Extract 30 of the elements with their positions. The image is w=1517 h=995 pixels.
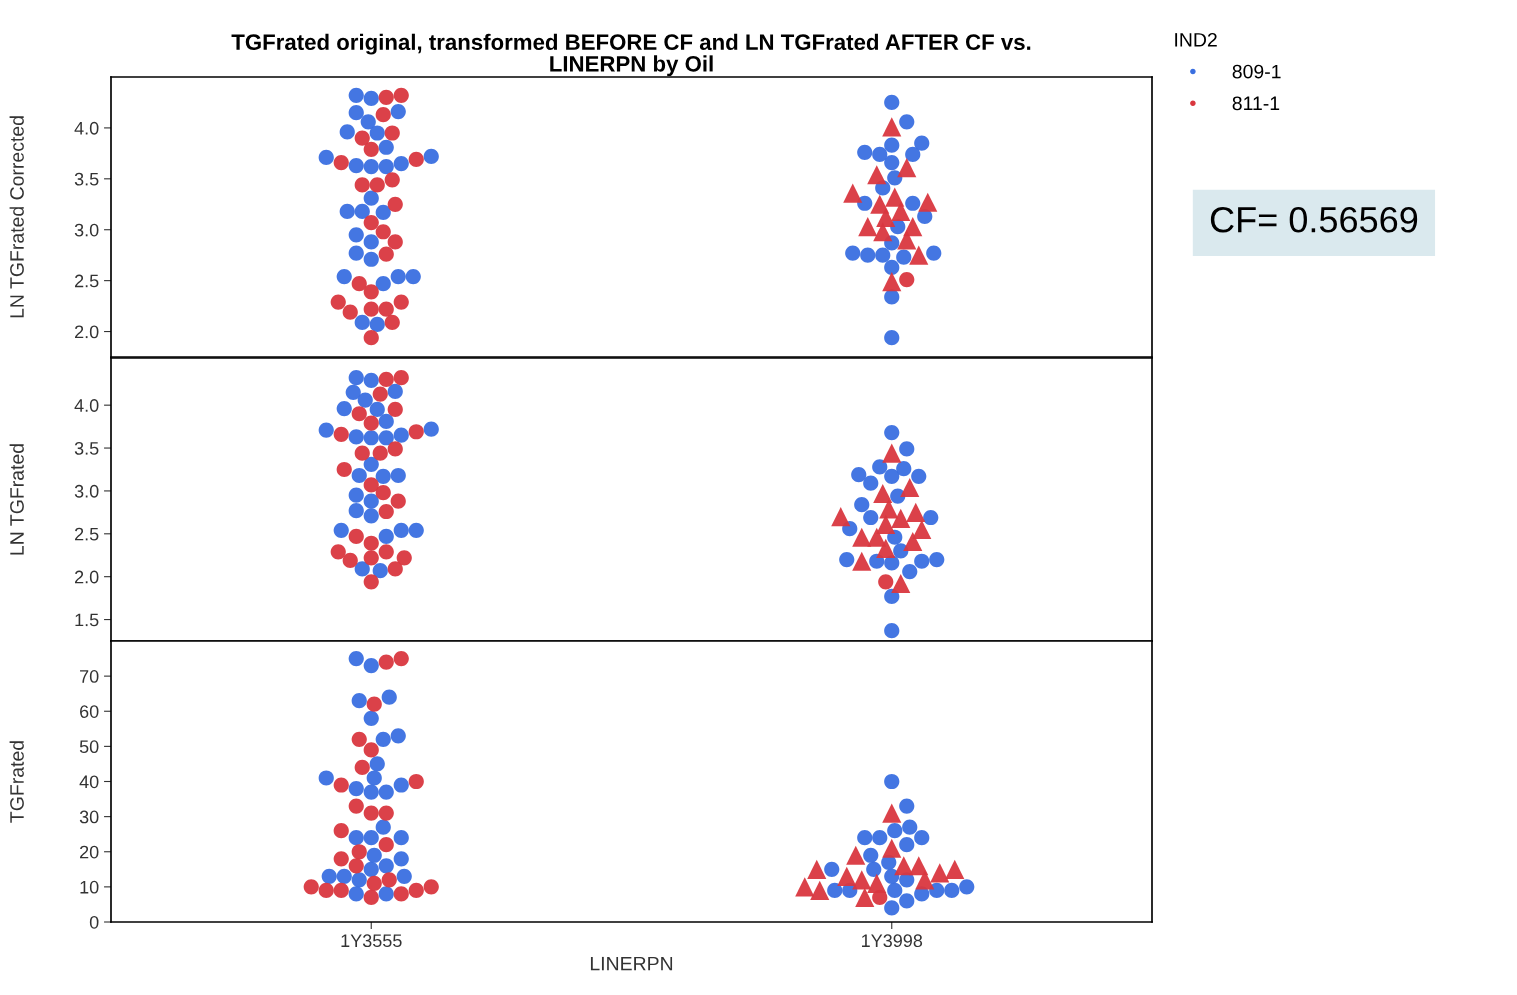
y-tick-label: 50 <box>79 740 99 754</box>
legend-label: 809-1 <box>1232 64 1281 79</box>
y-tick-label: 2.5 <box>75 274 99 288</box>
y-tick-label: 1.5 <box>75 613 99 627</box>
y-tick-label: 3.0 <box>74 484 99 498</box>
legend-title: IND2 <box>1175 32 1217 47</box>
y-tick-label: 3.0 <box>74 223 99 237</box>
y-tick-label: 60 <box>80 705 99 718</box>
legend-label: 811-1 <box>1232 96 1280 111</box>
y-tick-label: 4.0 <box>74 121 99 135</box>
y-tick-label: 0 <box>89 915 99 929</box>
y-axis-title: TGFrated <box>9 741 24 823</box>
y-axis-title: LN TGFrated <box>9 444 24 555</box>
y-tick-label: 3.5 <box>74 441 99 455</box>
y-axis-title: LN TGFrated Corrected <box>9 116 24 318</box>
y-tick-label: 2.0 <box>75 325 99 339</box>
x-tick-label: 1Y3555 <box>341 934 402 948</box>
y-tick-label: 10 <box>80 880 99 894</box>
x-tick-label: 1Y3998 <box>862 934 923 948</box>
y-tick-label: 2.5 <box>75 527 99 541</box>
y-tick-label: 3.5 <box>74 172 99 186</box>
y-tick-label: 40 <box>79 775 99 789</box>
y-tick-label: 70 <box>80 670 99 683</box>
y-tick-label: 2.0 <box>75 570 99 584</box>
y-tick-label: 30 <box>79 810 99 824</box>
x-axis-title: LINERPN <box>590 956 673 971</box>
text: CF= 0.56569 <box>1210 207 1418 233</box>
y-tick-label: 4.0 <box>74 399 99 412</box>
chart-title: TGFrated original, transformed BEFORE CF and LN TGFrated AFTER CF vs. LINERPN by Oil <box>231 33 1031 77</box>
y-tick-label: 20 <box>80 845 99 859</box>
